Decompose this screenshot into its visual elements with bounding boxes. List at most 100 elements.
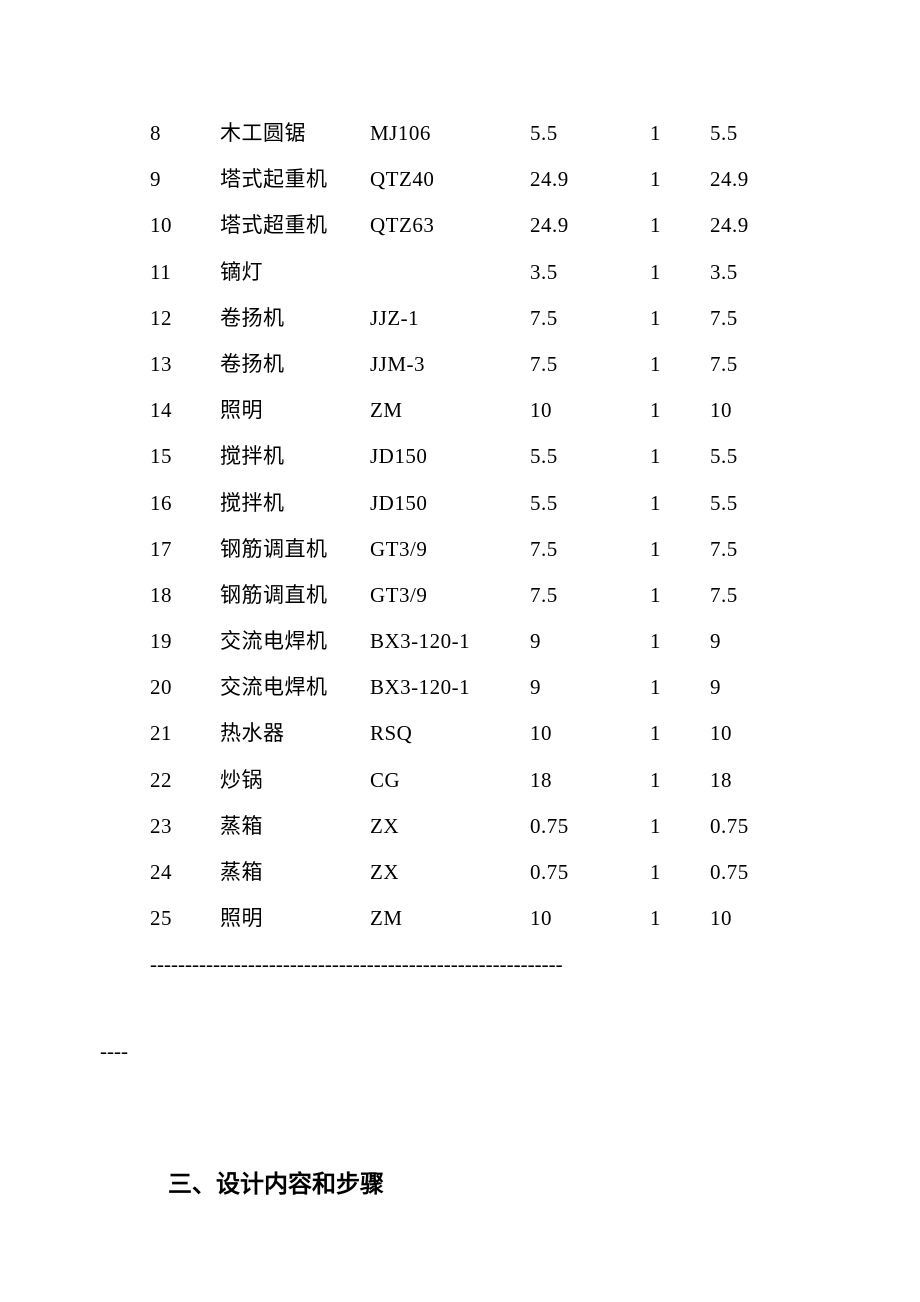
power-cell: 7.5 <box>530 295 650 341</box>
total-cell: 18 <box>710 757 780 803</box>
seq-cell: 15 <box>150 433 220 479</box>
qty-cell: 1 <box>650 803 710 849</box>
qty-cell: 1 <box>650 110 710 156</box>
table-row: 23蒸箱ZX0.7510.75 <box>150 803 820 849</box>
qty-cell: 1 <box>650 156 710 202</box>
qty-cell: 1 <box>650 341 710 387</box>
power-cell: 0.75 <box>530 849 650 895</box>
model-cell: RSQ <box>370 710 530 756</box>
power-cell: 7.5 <box>530 526 650 572</box>
total-cell: 24.9 <box>710 156 780 202</box>
name-cell: 蒸箱 <box>220 803 370 849</box>
seq-cell: 11 <box>150 249 220 295</box>
name-cell: 蒸箱 <box>220 849 370 895</box>
section-heading: 三、设计内容和步骤 <box>168 1164 820 1199</box>
power-cell: 10 <box>530 895 650 941</box>
table-row: 9塔式起重机QTZ4024.9124.9 <box>150 156 820 202</box>
model-cell: JD150 <box>370 433 530 479</box>
table-row: 11镝灯3.513.5 <box>150 249 820 295</box>
model-cell: ZM <box>370 387 530 433</box>
qty-cell: 1 <box>650 480 710 526</box>
table-row: 12卷扬机JJZ-17.517.5 <box>150 295 820 341</box>
seq-cell: 19 <box>150 618 220 664</box>
seq-cell: 16 <box>150 480 220 526</box>
total-cell: 0.75 <box>710 849 780 895</box>
seq-cell: 20 <box>150 664 220 710</box>
table-row: 21热水器RSQ10110 <box>150 710 820 756</box>
model-cell: ZX <box>370 849 530 895</box>
model-cell: QTZ40 <box>370 156 530 202</box>
qty-cell: 1 <box>650 249 710 295</box>
model-cell: QTZ63 <box>370 202 530 248</box>
seq-cell: 17 <box>150 526 220 572</box>
seq-cell: 13 <box>150 341 220 387</box>
model-cell: CG <box>370 757 530 803</box>
power-cell: 10 <box>530 387 650 433</box>
seq-cell: 10 <box>150 202 220 248</box>
table-row: 20交流电焊机BX3-120-1919 <box>150 664 820 710</box>
total-cell: 7.5 <box>710 341 780 387</box>
divider-line-2: ---- <box>100 1028 820 1074</box>
seq-cell: 18 <box>150 572 220 618</box>
name-cell: 交流电焊机 <box>220 664 370 710</box>
table-row: 24蒸箱ZX0.7510.75 <box>150 849 820 895</box>
seq-cell: 25 <box>150 895 220 941</box>
qty-cell: 1 <box>650 849 710 895</box>
total-cell: 5.5 <box>710 433 780 479</box>
power-cell: 0.75 <box>530 803 650 849</box>
power-cell: 5.5 <box>530 110 650 156</box>
name-cell: 木工圆锯 <box>220 110 370 156</box>
table-row: 13卷扬机JJM-37.517.5 <box>150 341 820 387</box>
model-cell: MJ106 <box>370 110 530 156</box>
seq-cell: 21 <box>150 710 220 756</box>
qty-cell: 1 <box>650 664 710 710</box>
power-cell: 7.5 <box>530 572 650 618</box>
model-cell: BX3-120-1 <box>370 664 530 710</box>
table-row: 16 搅拌机JD1505.515.5 <box>150 480 820 526</box>
power-cell: 7.5 <box>530 341 650 387</box>
total-cell: 7.5 <box>710 295 780 341</box>
qty-cell: 1 <box>650 572 710 618</box>
model-cell: BX3-120-1 <box>370 618 530 664</box>
seq-cell: 24 <box>150 849 220 895</box>
total-cell: 7.5 <box>710 526 780 572</box>
qty-cell: 1 <box>650 757 710 803</box>
total-cell: 5.5 <box>710 110 780 156</box>
total-cell: 10 <box>710 387 780 433</box>
table-row: 8木工圆锯MJ1065.515.5 <box>150 110 820 156</box>
table-row: 17钢筋调直机GT3/97.517.5 <box>150 526 820 572</box>
model-cell: JJZ-1 <box>370 295 530 341</box>
table-row: 25照明ZM10110 <box>150 895 820 941</box>
power-cell: 5.5 <box>530 480 650 526</box>
total-cell: 9 <box>710 664 780 710</box>
equipment-table: 8木工圆锯MJ1065.515.59塔式起重机QTZ4024.9124.910塔… <box>150 110 820 941</box>
power-cell: 3.5 <box>530 249 650 295</box>
power-cell: 18 <box>530 757 650 803</box>
power-cell: 9 <box>530 618 650 664</box>
seq-cell: 22 <box>150 757 220 803</box>
name-cell: 炒锅 <box>220 757 370 803</box>
name-cell: 卷扬机 <box>220 341 370 387</box>
qty-cell: 1 <box>650 295 710 341</box>
total-cell: 24.9 <box>710 202 780 248</box>
name-cell: 塔式超重机 <box>220 202 370 248</box>
power-cell: 24.9 <box>530 202 650 248</box>
document-page: 8木工圆锯MJ1065.515.59塔式起重机QTZ4024.9124.910塔… <box>0 0 920 1279</box>
name-cell: 交流电焊机 <box>220 618 370 664</box>
qty-cell: 1 <box>650 202 710 248</box>
seq-cell: 8 <box>150 110 220 156</box>
model-cell: JD150 <box>370 480 530 526</box>
model-cell: GT3/9 <box>370 526 530 572</box>
qty-cell: 1 <box>650 618 710 664</box>
table-row: 15搅拌机JD1505.515.5 <box>150 433 820 479</box>
total-cell: 3.5 <box>710 249 780 295</box>
name-cell: 搅拌机 <box>220 480 370 526</box>
table-row: 14照明ZM10110 <box>150 387 820 433</box>
table-row: 22炒锅CG18118 <box>150 757 820 803</box>
total-cell: 5.5 <box>710 480 780 526</box>
name-cell: 卷扬机 <box>220 295 370 341</box>
seq-cell: 14 <box>150 387 220 433</box>
power-cell: 5.5 <box>530 433 650 479</box>
qty-cell: 1 <box>650 895 710 941</box>
total-cell: 9 <box>710 618 780 664</box>
